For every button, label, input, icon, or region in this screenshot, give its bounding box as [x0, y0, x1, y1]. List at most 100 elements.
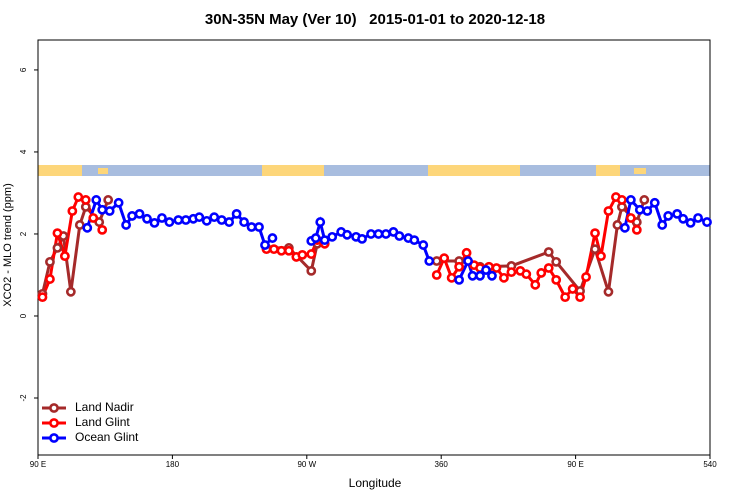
- x-tick-label: 90 W: [297, 460, 316, 469]
- data-point: [113, 197, 124, 208]
- data-point: [625, 213, 636, 223]
- data-point: [267, 233, 278, 243]
- data-point: [149, 217, 160, 228]
- data-point: [59, 251, 70, 262]
- x-tick-label: 180: [166, 460, 180, 469]
- data-point: [88, 213, 99, 223]
- data-point: [297, 249, 308, 260]
- data-point: [702, 217, 712, 227]
- data-point: [454, 274, 465, 285]
- y-tick-label: 4: [19, 149, 28, 154]
- data-point: [224, 217, 235, 227]
- data-point: [461, 247, 472, 258]
- data-point: [506, 267, 517, 278]
- data-point: [67, 206, 78, 216]
- data-point: [431, 256, 442, 266]
- data-point: [543, 263, 554, 273]
- data-point: [625, 195, 636, 205]
- data-point: [157, 213, 167, 223]
- data-point: [45, 256, 55, 267]
- plot-frame: [37, 39, 711, 456]
- data-point: [603, 206, 614, 216]
- data-point: [672, 208, 683, 219]
- data-point: [487, 270, 497, 281]
- data-point: [319, 235, 330, 246]
- data-point: [409, 235, 420, 246]
- y-tick-label: 6: [19, 67, 28, 72]
- y-axis-label: XCO2 - MLO trend (ppm): [2, 183, 14, 306]
- data-point: [260, 240, 270, 250]
- data-point: [216, 215, 227, 225]
- data-point: [310, 233, 321, 243]
- data-point: [634, 204, 645, 215]
- legend-label: Ocean Glint: [75, 430, 139, 444]
- legend-marker: [49, 403, 59, 413]
- data-point: [97, 224, 108, 235]
- y-tick-label: -2: [19, 394, 28, 402]
- data-point: [475, 270, 485, 281]
- data-point: [104, 206, 115, 216]
- data-point: [381, 229, 391, 239]
- x-axis-label: Longitude: [349, 476, 402, 490]
- data-point: [65, 286, 76, 297]
- data-point: [454, 261, 465, 272]
- data-point: [97, 204, 108, 215]
- data-point: [231, 208, 242, 219]
- x-tick-label: 90 E: [30, 460, 46, 469]
- data-point: [306, 249, 317, 259]
- data-point: [269, 244, 279, 255]
- land-sea-strip: [38, 165, 710, 176]
- data-point: [596, 251, 606, 262]
- data-point: [481, 265, 491, 275]
- data-point: [581, 272, 591, 282]
- data-point: [424, 256, 435, 266]
- data-point: [254, 222, 264, 232]
- data-point: [327, 231, 338, 242]
- data-point: [194, 212, 205, 223]
- data-point: [315, 217, 326, 227]
- data-point: [631, 224, 642, 235]
- data-point: [357, 233, 367, 244]
- data-point: [663, 211, 674, 221]
- legend-marker: [49, 433, 59, 443]
- data-point: [590, 244, 600, 255]
- data-point: [551, 274, 562, 285]
- y-tick-label: 0: [19, 313, 28, 318]
- data-point: [491, 263, 502, 273]
- data-point: [342, 229, 353, 240]
- data-point: [134, 208, 145, 219]
- data-point: [37, 292, 48, 303]
- data-point: [657, 220, 668, 230]
- data-point: [73, 192, 84, 202]
- data-point: [642, 206, 653, 216]
- data-point: [575, 292, 585, 303]
- data-point: [418, 240, 429, 250]
- data-point: [685, 217, 696, 228]
- data-point: [394, 231, 405, 241]
- data-point: [693, 213, 703, 223]
- legend-marker: [49, 418, 59, 428]
- data-point: [603, 286, 614, 297]
- data-point: [91, 195, 102, 205]
- data-point: [201, 215, 212, 226]
- data-point: [536, 268, 547, 278]
- data-point: [639, 195, 650, 205]
- y-tick-label: 2: [19, 231, 28, 236]
- x-tick-label: 540: [703, 460, 717, 469]
- data-point: [209, 212, 220, 223]
- data-point: [463, 256, 473, 266]
- data-point: [82, 222, 93, 233]
- data-point: [45, 274, 55, 284]
- data-point: [649, 197, 660, 208]
- data-point: [590, 228, 600, 239]
- data-point: [246, 222, 257, 232]
- data-point: [467, 270, 478, 281]
- data-point: [276, 245, 287, 256]
- data-point: [366, 229, 376, 239]
- data-point: [103, 195, 114, 205]
- data-point: [52, 243, 63, 253]
- data-point: [543, 247, 554, 257]
- data-point: [283, 245, 294, 256]
- data-point: [551, 256, 562, 267]
